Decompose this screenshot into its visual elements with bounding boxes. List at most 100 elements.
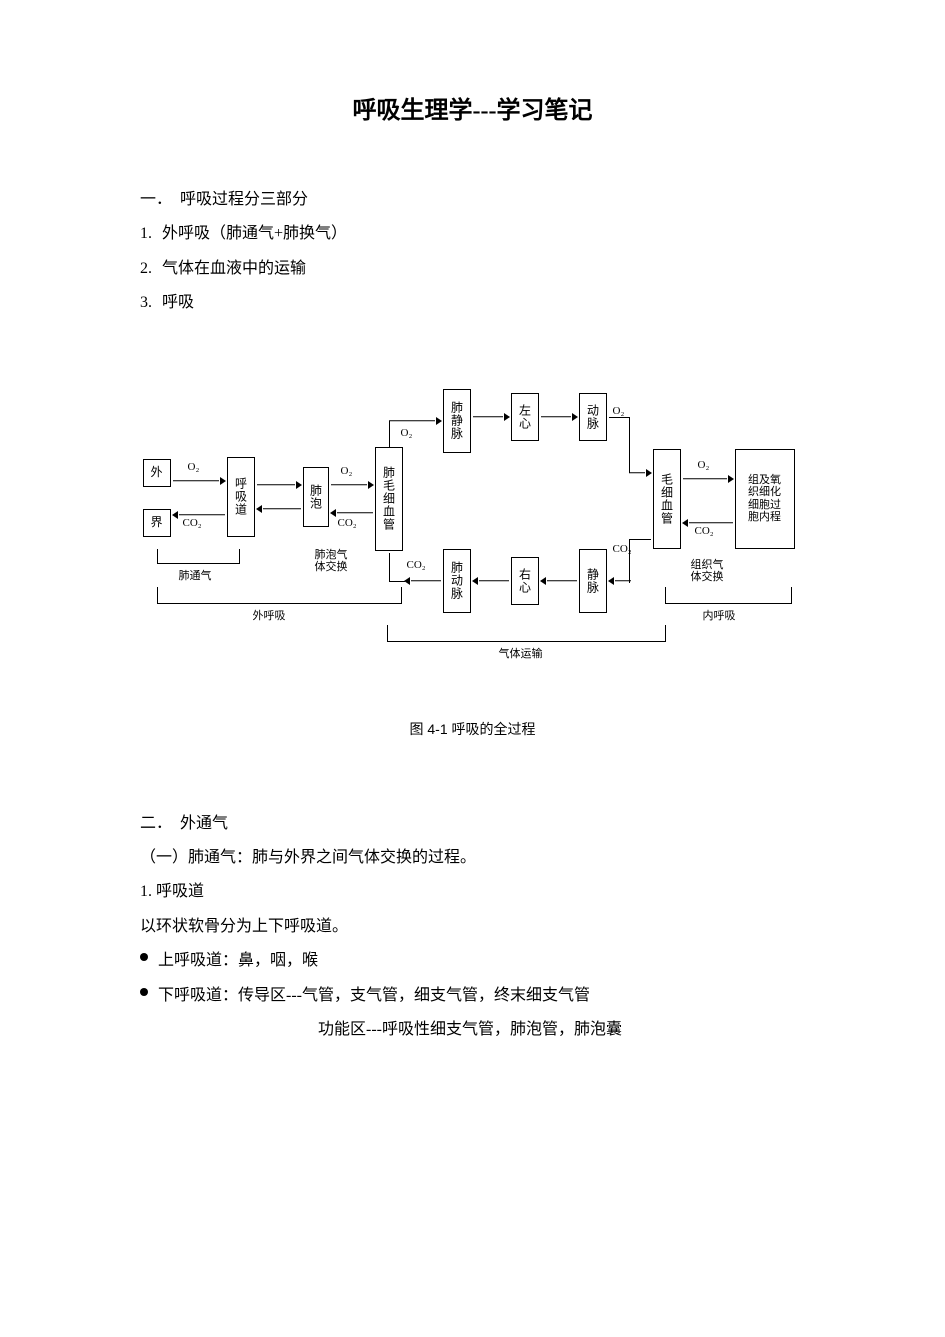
node-waijie2-text: 界 [150,516,162,529]
node-jingmai-text: 静脉 [587,568,599,594]
list-number: 3. [140,288,158,318]
label-co2-3: CO₂ [695,525,714,537]
node-waijie1-text: 外 [150,466,162,479]
arrow-jingmai-youxin [541,577,577,585]
section2-line2-text: 呼吸道 [156,883,204,900]
node-huxidao-text: 呼吸道 [235,477,247,516]
node-zuoxin: 左心 [511,393,539,441]
node-maoxixueguan-text: 毛细血管 [661,473,673,525]
node-waijie-top: 外 [143,459,171,487]
node-youxin: 右心 [511,557,539,605]
arrow-zuoxin-dongmai [541,413,577,421]
line-dongmai-out [609,417,629,419]
node-huxidao: 呼吸道 [227,457,255,537]
bracket-whx-l [157,587,159,603]
label-neihuxi: 内呼吸 [703,607,736,623]
respiration-flowchart: 外 界 呼吸道 肺泡 肺毛细血管 肺静脉 左心 [143,349,803,709]
node-feipao-text: 肺泡 [310,484,322,510]
section2-line1: （一）肺通气：肺与外界之间气体交换的过程。 [140,843,805,873]
arrow-youxin-feidongmai [473,577,509,585]
arrow-waijie-huxidao-o2 [173,477,225,485]
bracket-ftq-b [157,563,240,565]
section2-bullet2b: 功能区---呼吸性细支气管，肺泡管，肺泡囊 [318,1015,805,1045]
arrow-huxidao-feipao [257,481,301,489]
bullet-icon [140,988,148,996]
section1-item-2-text: 气体在血液中的运输 [162,260,306,277]
section2-line2: 1. 呼吸道 [140,877,805,907]
bracket-whx-r [401,587,403,603]
line-dongmai-down [629,417,631,473]
label-feitongqi: 肺通气 [179,567,212,583]
bracket-whx-b [157,603,402,605]
section2-line2-num: 1. [140,883,152,900]
section-1: 一． 呼吸过程分三部分 1. 外呼吸（肺通气+肺换气） 2. 气体在血液中的运输… [140,185,805,319]
section2-bullet1: 上呼吸道：鼻，咽，喉 [158,946,318,976]
section1-item-1-text: 外呼吸（肺通气+肺换气） [162,225,347,242]
list-number: 1. [140,219,158,249]
node-feimaoxixueguan-text: 肺毛细血管 [383,466,395,531]
label-co2-jingmai: CO₂ [613,543,632,555]
node-zuzhi-text: 组及氧 织细化 细胞过 胞内程 [748,474,781,522]
section-2: 二． 外通气 （一）肺通气：肺与外界之间气体交换的过程。 1. 呼吸道 以环状软… [140,809,805,1046]
node-maoxixueguan: 毛细血管 [653,449,681,549]
label-o2-1: O₂ [188,461,200,473]
node-feipao: 肺泡 [303,467,329,527]
label-feipaoqiti: 肺泡气 体交换 [315,549,348,574]
label-co2-feidongmai: CO₂ [407,559,426,571]
label-o2-up: O₂ [401,427,413,439]
arrow-feimao-feijingmai [389,417,441,425]
arrow-feipao-huxidao [257,505,301,513]
document-page: 呼吸生理学---学习笔记 一． 呼吸过程分三部分 1. 外呼吸（肺通气+肺换气）… [0,0,945,1337]
node-feidongmai: 肺动脉 [443,549,471,613]
label-zuzhiqiti: 组织气 体交换 [691,559,724,584]
label-o2-3: O₂ [698,459,710,471]
bracket-ftq-r [239,549,241,563]
line-maoxi-out [629,539,651,541]
diagram-caption: 图 4-1 呼吸的全过程 [140,719,805,739]
section2-line3: 以环状软骨分为上下呼吸道。 [140,912,805,942]
section2-bullet1-row: 上呼吸道：鼻，咽，喉 [140,946,805,976]
node-feidongmai-text: 肺动脉 [451,561,463,600]
label-co2-2: CO₂ [338,517,357,529]
bracket-nhx-b [665,603,792,605]
bracket-nhx-l [665,587,667,603]
section1-heading: 一． 呼吸过程分三部分 [140,185,805,215]
bracket-qty-b [387,641,666,643]
node-feijingmai: 肺静脉 [443,389,471,453]
line-feimao-down [389,553,391,581]
arrow-maoxi-zuzhi-o2 [683,475,733,483]
node-dongmai-text: 动脉 [587,404,599,430]
node-waijie-bottom: 界 [143,509,171,537]
bracket-ftq-l [157,549,159,563]
diagram-container: 外 界 呼吸道 肺泡 肺毛细血管 肺静脉 左心 [140,349,805,709]
label-o2-2: O₂ [341,465,353,477]
section1-item-3-text: 呼吸 [162,294,194,311]
arrow-feijingmai-zuoxin [473,413,509,421]
section1-item-2: 2. 气体在血液中的运输 [140,254,805,284]
label-qitiyunshu: 气体运输 [499,645,543,661]
node-dongmai: 动脉 [579,393,607,441]
list-number: 2. [140,254,158,284]
section1-item-3: 3. 呼吸 [140,288,805,318]
arrow-feidongmai-feimao [405,577,441,585]
label-o2-dongmai: O₂ [613,405,625,417]
node-zuoxin-text: 左心 [519,404,531,430]
section1-item-1: 1. 外呼吸（肺通气+肺换气） [140,219,805,249]
node-jingmai: 静脉 [579,549,607,613]
section2-bullet2-row: 下呼吸道：传导区---气管，支气管，细支气管，终末细支气管 [140,981,805,1011]
bracket-nhx-r [791,587,793,603]
arrow-feimao-feipao-co2 [331,509,373,517]
section2-bullet2: 下呼吸道：传导区---气管，支气管，细支气管，终末细支气管 [158,981,590,1011]
arrow-feipao-feimao-o2 [331,481,373,489]
label-waihuxi: 外呼吸 [253,607,286,623]
node-feimaoxixueguan: 肺毛细血管 [375,447,403,551]
bracket-qty-r [665,625,667,641]
node-zuzhi: 组及氧 织细化 细胞过 胞内程 [735,449,795,549]
label-co2-1: CO₂ [183,517,202,529]
arrow-to-maoxi [629,469,651,477]
section2-heading: 二． 外通气 [140,809,805,839]
line-feimao-b [389,581,405,583]
page-title: 呼吸生理学---学习笔记 [140,90,805,125]
node-youxin-text: 右心 [519,568,531,594]
bracket-qty-l [387,625,389,641]
